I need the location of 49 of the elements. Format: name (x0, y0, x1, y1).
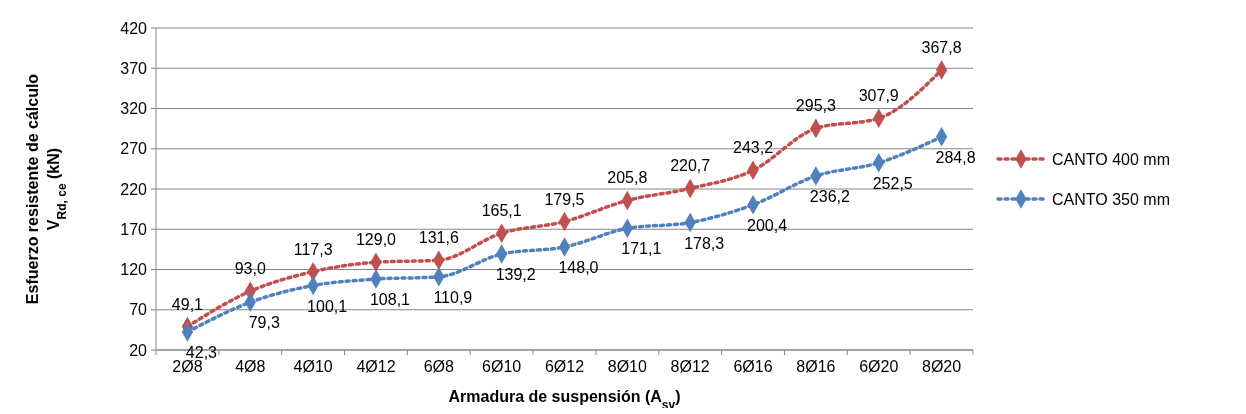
y-tick-label: 220 (120, 180, 148, 198)
data-label: 200,4 (747, 216, 788, 234)
data-label: 284,8 (935, 148, 976, 166)
x-tick-label: 6Ø10 (482, 358, 522, 375)
data-label: 79,3 (248, 314, 280, 332)
data-label: 139,2 (495, 266, 536, 284)
data-label: 165,1 (481, 202, 522, 220)
x-tick-label: 8Ø20 (922, 358, 962, 375)
data-label: 295,3 (795, 97, 836, 115)
x-tick-label: 8Ø16 (796, 358, 836, 375)
x-tick-label: 6Ø16 (733, 358, 773, 375)
data-label: 367,8 (921, 39, 962, 57)
data-label: 179,5 (544, 190, 585, 208)
data-label: 100,1 (307, 297, 348, 315)
y-tick-label: 70 (129, 301, 148, 319)
data-label: 148,0 (558, 258, 599, 276)
data-label: 236,2 (809, 187, 850, 205)
y-tick-label: 170 (120, 220, 148, 238)
data-label: 129,0 (355, 231, 397, 249)
x-tick-label: 6Ø12 (544, 358, 585, 375)
data-label: 108,1 (369, 291, 411, 309)
data-label: 171,1 (621, 240, 662, 258)
legend-label: CANTO 350 mm (1052, 190, 1170, 208)
x-tick-label: 6Ø20 (859, 358, 899, 375)
y-tick-label: 20 (129, 341, 148, 359)
y-tick-label: 270 (120, 140, 148, 158)
x-tick-label: 4Ø10 (293, 358, 333, 375)
x-tick-label: 8Ø10 (607, 358, 648, 375)
data-label: 117,3 (293, 240, 333, 258)
x-tick-label: 4Ø8 (235, 358, 266, 375)
data-label: 93,0 (234, 260, 266, 278)
data-label: 243,2 (733, 139, 774, 157)
data-label: 131,6 (418, 229, 459, 247)
x-tick-label: 6Ø8 (423, 358, 455, 375)
data-label: 110,9 (433, 288, 473, 306)
x-tick-label: 4Ø12 (356, 358, 396, 375)
legend-label: CANTO 400 mm (1052, 150, 1170, 168)
y-tick-label: 320 (120, 100, 148, 118)
data-label: 252,5 (872, 174, 913, 192)
x-tick-label: 2Ø8 (172, 358, 203, 375)
y-tick-label: 420 (120, 19, 148, 37)
data-label: 178,3 (684, 234, 725, 252)
data-label: 307,9 (858, 87, 899, 105)
x-tick-label: 8Ø12 (670, 358, 710, 375)
y-tick-label: 120 (120, 261, 148, 279)
data-label: 205,8 (607, 169, 648, 187)
y-tick-label: 370 (120, 59, 148, 77)
data-label: 220,7 (670, 157, 711, 175)
data-label: 49,1 (171, 295, 204, 313)
